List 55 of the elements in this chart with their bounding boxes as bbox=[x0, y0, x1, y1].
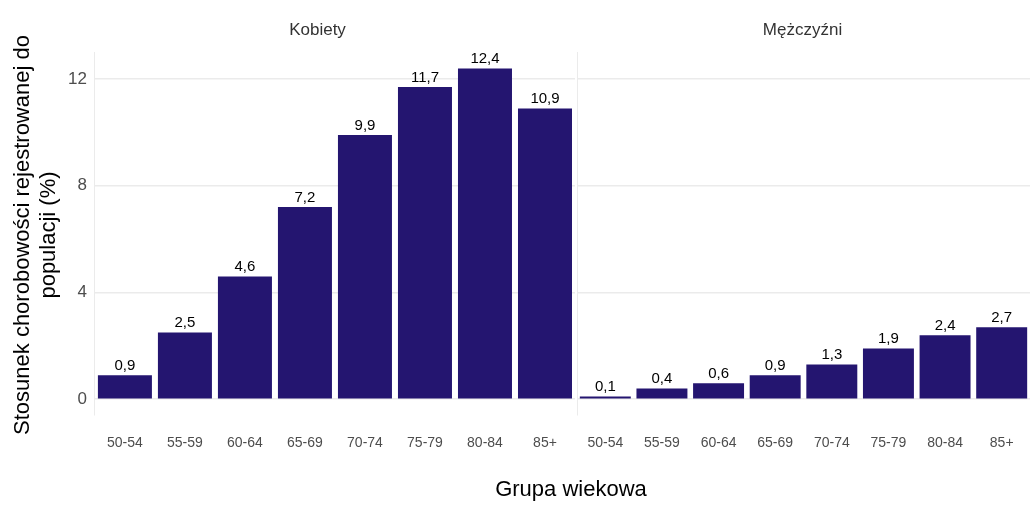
x-tick-label: 50-54 bbox=[107, 434, 144, 451]
bar bbox=[749, 375, 801, 399]
x-tick-label: 85+ bbox=[533, 434, 557, 451]
data-label: 0,6 bbox=[708, 363, 729, 381]
bar bbox=[636, 388, 688, 399]
data-label: 11,7 bbox=[410, 67, 440, 85]
data-label: 0,9 bbox=[114, 355, 136, 373]
bar bbox=[806, 364, 858, 399]
data-label: 0,9 bbox=[764, 355, 786, 373]
bar bbox=[277, 207, 332, 399]
y-tick-label: 8 bbox=[77, 175, 87, 195]
x-tick-label: 80-84 bbox=[467, 434, 504, 451]
bar bbox=[457, 68, 512, 399]
x-tick-label: 55-59 bbox=[644, 434, 681, 451]
x-tick-label: 60-64 bbox=[700, 434, 737, 451]
bar bbox=[97, 375, 152, 399]
x-tick-label: 65-69 bbox=[287, 434, 324, 451]
data-label: 0,1 bbox=[594, 377, 616, 395]
x-tick-label: 70-74 bbox=[347, 434, 384, 451]
data-label: 1,3 bbox=[821, 345, 843, 363]
bar bbox=[862, 348, 914, 399]
x-tick-label: 75-79 bbox=[407, 434, 444, 451]
data-label: 4,6 bbox=[234, 257, 256, 275]
data-label: 1,9 bbox=[878, 329, 899, 347]
x-tick-label: 50-54 bbox=[587, 434, 624, 451]
data-label: 12,4 bbox=[470, 49, 500, 67]
x-tick-label: 85+ bbox=[989, 434, 1014, 451]
bar bbox=[397, 87, 452, 399]
data-label: 0,4 bbox=[651, 369, 673, 387]
bar bbox=[976, 327, 1028, 399]
bar bbox=[157, 332, 212, 399]
y-tick-label: 0 bbox=[77, 388, 87, 408]
x-tick-label: 70-74 bbox=[813, 434, 850, 451]
y-tick-label: 12 bbox=[67, 68, 87, 88]
data-label: 10,9 bbox=[530, 89, 560, 107]
chart-title: Kobiety bbox=[289, 19, 347, 39]
data-label: 7,2 bbox=[294, 187, 316, 205]
x-tick-label: 80-84 bbox=[927, 434, 964, 451]
data-label: 9,9 bbox=[354, 115, 376, 133]
x-tick-label: 65-69 bbox=[757, 434, 794, 451]
x-tick-label: 60-64 bbox=[227, 434, 264, 451]
x-tick-label: 55-59 bbox=[167, 434, 204, 451]
bar bbox=[693, 383, 745, 399]
x-axis-title: Grupa wiekowa bbox=[494, 476, 648, 502]
bar bbox=[919, 335, 971, 399]
x-tick-label: 75-79 bbox=[870, 434, 907, 451]
data-label: 2,4 bbox=[934, 315, 956, 333]
chart-title: Mężczyźni bbox=[762, 19, 843, 39]
bar bbox=[517, 108, 572, 399]
y-axis-title: Stosunek chorobowości rejestrowanej do populacji (%) bbox=[9, 34, 61, 437]
data-label: 2,5 bbox=[174, 313, 196, 331]
data-label: 2,7 bbox=[991, 307, 1013, 325]
y-tick-label: 4 bbox=[77, 282, 87, 302]
bar bbox=[217, 276, 272, 399]
bar bbox=[337, 135, 392, 399]
